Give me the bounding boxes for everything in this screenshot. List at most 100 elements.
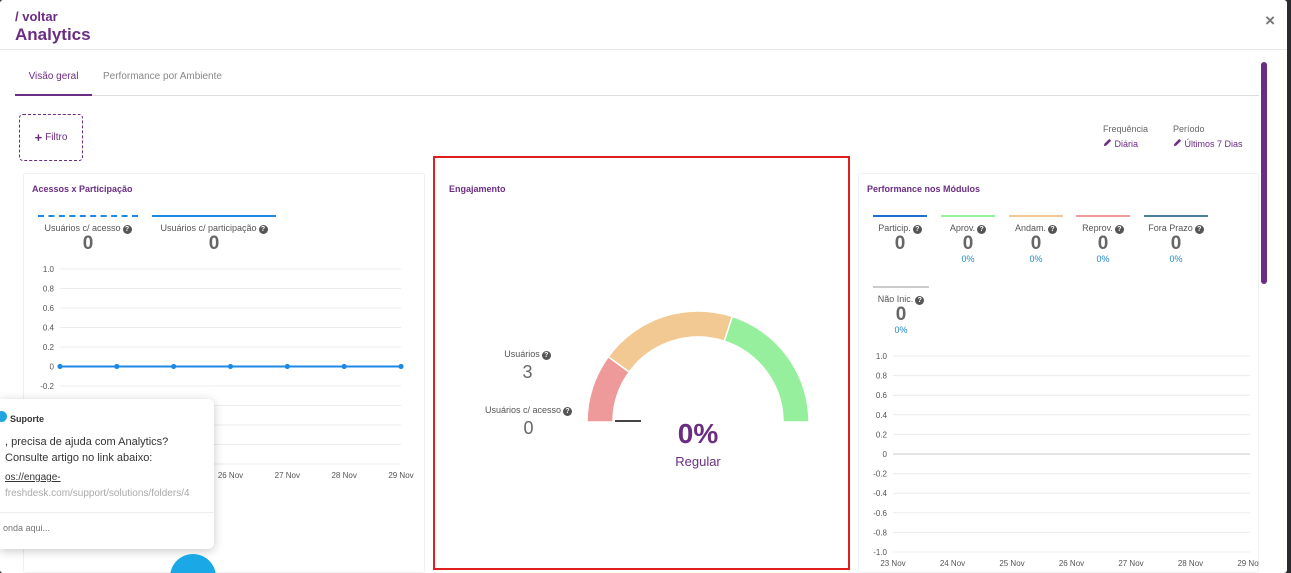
data-point [398, 364, 404, 369]
y-tick-label: 0.6 [43, 304, 55, 313]
metric-value: 0 [208, 233, 220, 254]
y-tick-label: -0.4 [873, 489, 887, 498]
legend-swatch [941, 215, 995, 217]
help-icon[interactable]: ? [258, 225, 268, 234]
metric-value: 0 [1170, 233, 1182, 254]
x-tick-label: 26 Nov [218, 471, 243, 480]
engagement-gauge [586, 310, 810, 423]
y-tick-label: 0.8 [876, 372, 888, 381]
metric-percent: 0% [1029, 254, 1043, 264]
legend-swatch [152, 215, 276, 217]
users-access-metric: Usuários c/ acesso? 0 [475, 405, 582, 439]
y-tick-label: -1.0 [873, 548, 887, 557]
help-icon[interactable]: ? [1194, 225, 1204, 234]
back-link[interactable]: / voltar [15, 9, 58, 24]
metric-label: Andam.? [1009, 223, 1063, 234]
filter-button[interactable]: + Filtro [19, 114, 83, 161]
chat-launcher-button[interactable] [170, 554, 216, 573]
chat-input[interactable] [0, 513, 190, 543]
help-icon[interactable]: ? [915, 296, 925, 305]
help-icon[interactable]: ? [977, 225, 987, 234]
data-point [171, 364, 177, 369]
y-tick-label: 0 [883, 450, 888, 459]
metric-label: Usuários? [495, 349, 560, 360]
y-tick-label: 0.4 [876, 411, 888, 420]
close-icon[interactable]: × [1265, 11, 1275, 30]
metric-value: 0 [1097, 233, 1109, 254]
scrollbar[interactable] [1261, 62, 1267, 284]
engagement-status: Regular [675, 454, 721, 469]
gauge-segment [723, 315, 810, 423]
metric-value: 0 [82, 233, 94, 254]
tab-overview[interactable]: Visão geral [15, 60, 92, 96]
y-tick-label: 0.2 [43, 343, 55, 352]
chat-help-link-url[interactable]: freshdesk.com/support/solutions/folders/… [5, 488, 190, 499]
help-icon[interactable]: ? [1048, 225, 1058, 234]
chat-input-area [0, 512, 214, 548]
metric-label: Fora Prazo? [1144, 223, 1208, 234]
y-tick-label: 0 [50, 363, 55, 372]
highlight-box [433, 156, 850, 570]
tab-bar: Visão geral Performance por Ambiente [15, 60, 1259, 96]
y-tick-label: -0.8 [873, 528, 887, 537]
users-metric: Usuários? 3 [495, 349, 560, 383]
header-divider [0, 49, 1287, 50]
metric-value: 0 [962, 233, 974, 254]
metric-label: Usuários c/ participação? [152, 223, 276, 234]
frequency-value[interactable]: Diária [1103, 138, 1148, 149]
y-tick-label: -0.6 [873, 509, 887, 518]
x-tick-label: 27 Nov [275, 471, 300, 480]
help-icon[interactable]: ? [1114, 225, 1124, 234]
engagement-percent: 0% [677, 418, 719, 449]
frequency-control: Frequência Diária [1103, 124, 1148, 149]
chat-message: , precisa de ajuda com Analytics? Consul… [5, 436, 169, 464]
x-tick-label: 28 Nov [331, 471, 356, 480]
help-icon[interactable]: ? [541, 351, 551, 360]
data-point [57, 364, 63, 369]
metric-users-participation: Usuários c/ participação? 0 [152, 215, 276, 254]
metric-value: 0 [523, 418, 534, 438]
legend-swatch [873, 286, 929, 288]
pencil-icon [1103, 138, 1112, 147]
chat-title: Suporte [10, 414, 45, 424]
metric-value: 0 [894, 233, 906, 254]
help-icon[interactable]: ? [122, 225, 132, 234]
chat-help-link[interactable]: os://engage- [5, 472, 61, 483]
x-tick-label: 26 Nov [1059, 559, 1084, 568]
modal-header: / voltar Analytics [15, 9, 91, 45]
metric-label: Usuários c/ acesso? [475, 405, 582, 416]
period-control: Período Últimos 7 Dias [1173, 124, 1243, 149]
support-avatar [0, 411, 7, 422]
card-title: Performance nos Módulos [867, 184, 981, 194]
metric-value: 0 [1030, 233, 1042, 254]
pencil-icon [1173, 138, 1182, 147]
period-value[interactable]: Últimos 7 Dias [1173, 138, 1243, 149]
card-title: Engajamento [449, 184, 506, 194]
metric-in-progress: Andam.? 0 0% [1009, 215, 1063, 264]
y-tick-label: 1.0 [876, 352, 888, 361]
metric-failed: Reprov.? 0 0% [1076, 215, 1130, 264]
metric-label: Usuários c/ acesso? [38, 223, 138, 234]
metric-label: Não Inic.? [873, 294, 929, 305]
metric-approved: Aprov.? 0 0% [941, 215, 995, 264]
tab-environment-performance[interactable]: Performance por Ambiente [103, 71, 222, 82]
legend-swatch [1076, 215, 1130, 217]
x-tick-label: 29 Nov [388, 471, 413, 480]
data-point [284, 364, 290, 369]
modules-performance-card: Performance nos Módulos Particip.? 0 Apr… [858, 173, 1259, 573]
help-icon[interactable]: ? [563, 407, 573, 416]
x-tick-label: 24 Nov [940, 559, 965, 568]
metric-percent: 0% [1096, 254, 1110, 264]
data-point [228, 364, 233, 369]
y-tick-label: 1.0 [43, 265, 55, 274]
metric-value: 3 [522, 362, 533, 382]
x-tick-label: 25 Nov [999, 559, 1024, 568]
data-point [114, 364, 120, 369]
y-tick-label: 0.6 [876, 391, 888, 400]
help-icon[interactable]: ? [912, 225, 922, 234]
metric-label: Particip.? [873, 223, 927, 234]
metric-percent: 0% [961, 254, 975, 264]
metric-label: Aprov.? [941, 223, 995, 234]
y-tick-label: 0.4 [43, 324, 55, 333]
